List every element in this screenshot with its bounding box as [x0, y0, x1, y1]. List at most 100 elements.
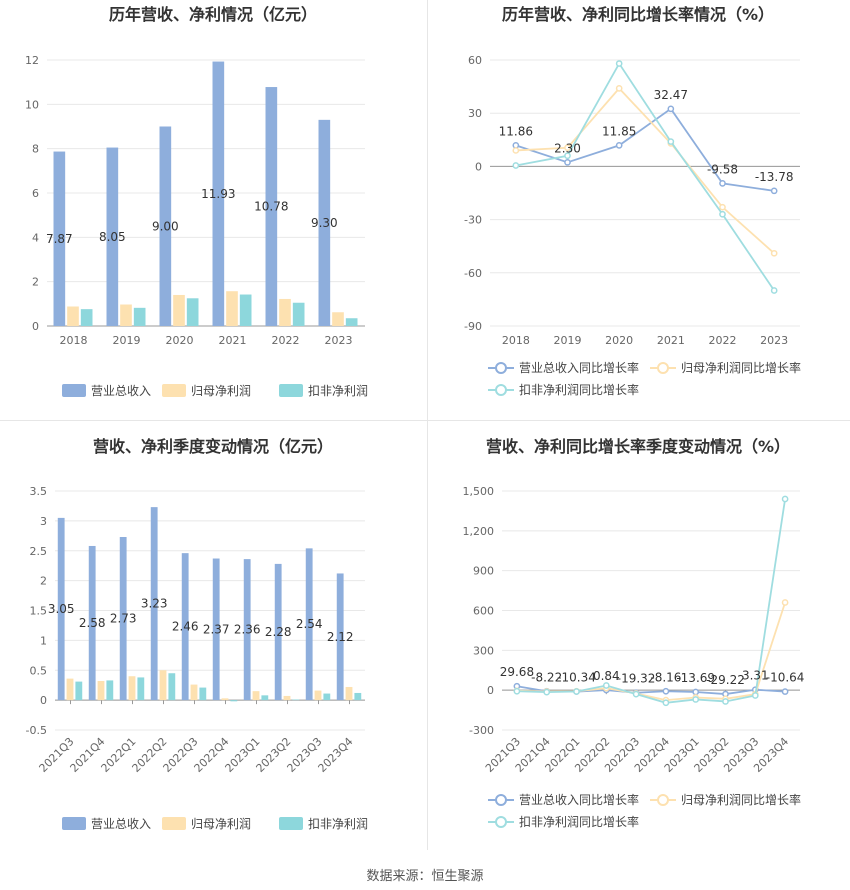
bar-1-2020: [159, 126, 172, 326]
legend-marker: [657, 362, 669, 374]
data-label: 2.30: [554, 141, 581, 155]
y-tick-label: 4: [32, 231, 39, 244]
point-2-2022: [719, 203, 726, 211]
data-label: 9.00: [152, 219, 179, 233]
legend-swatch: [162, 384, 186, 397]
legend-label: 归母净利润: [191, 817, 251, 831]
y-tick-label: 1: [40, 634, 47, 647]
data-label: 11.93: [201, 187, 235, 201]
point-3-2019: [564, 152, 571, 160]
y-tick-label: 12: [25, 54, 39, 67]
data-label: 9.30: [311, 216, 338, 230]
point-3-2021Q3: [513, 687, 521, 695]
point-3-2023Q3: [751, 692, 759, 699]
bar-1-2021Q4: [88, 545, 96, 701]
data-label: -10.34: [557, 671, 596, 685]
legend-label: 归母净利润: [191, 384, 251, 398]
bar-2-2021Q3: [66, 678, 74, 701]
y-tick-label: 1,500: [463, 485, 495, 498]
data-label: -10.64: [766, 671, 805, 685]
data-label: 2.46: [172, 620, 199, 634]
series-line-2: [515, 87, 775, 254]
bar-3-2022Q4: [230, 700, 238, 702]
x-tick-label: 2021: [219, 334, 247, 347]
data-label: -8.16: [650, 670, 681, 684]
bar-3-2021Q3: [75, 681, 83, 701]
data-label: 0.84: [593, 669, 620, 683]
data-label: -19.32: [617, 672, 656, 686]
legend-swatch: [162, 817, 186, 830]
legend-marker: [495, 362, 507, 374]
data-label: 2.58: [79, 616, 106, 630]
point-3-2022: [719, 210, 726, 218]
bar-1-2019: [106, 147, 119, 326]
bar-1-2021Q3: [57, 517, 65, 701]
x-tick-label: 2022: [272, 334, 300, 347]
data-label: -13.69: [676, 671, 715, 685]
chart-2: 历年营收、净利同比增长率情况（%） -90 -60 -30 0 30 60 2018 2019 2…: [464, 5, 801, 397]
chart-1: 历年营收、净利情况（亿元） 0 2 4 6 8 10 12 2018 2019 2020 2021 20…: [25, 5, 368, 398]
y-tick-label: 1,200: [463, 525, 495, 538]
bar-3-2022Q1: [137, 677, 145, 701]
data-label: 32.47: [654, 88, 688, 102]
x-tick-label: 2020: [605, 334, 633, 347]
point-3-2022Q2: [602, 682, 610, 689]
y-tick-label: 3: [40, 515, 47, 528]
bar-3-2023Q2: [292, 699, 300, 701]
legend-label: 扣非净利润同比增长率: [519, 382, 639, 397]
bar-1-2022: [265, 87, 278, 326]
legend-label: 归母净利润同比增长率: [681, 360, 801, 375]
chart-title: 历年营收、净利同比增长率情况（%）: [502, 5, 774, 24]
legend-marker: [495, 794, 507, 806]
legend-swatch: [279, 817, 303, 830]
data-label: -8.22: [531, 670, 562, 684]
bar-1-2022Q2: [150, 507, 158, 701]
data-label: -29.22: [706, 673, 745, 687]
y-tick-label: 2: [40, 575, 47, 588]
point-3-2020: [615, 60, 623, 67]
data-label: 2.73: [110, 612, 137, 626]
y-tick-label: 10: [25, 98, 39, 111]
bar-1-2023Q1: [243, 559, 251, 701]
y-tick-label: 2.5: [30, 545, 48, 558]
data-label: 3.31: [742, 669, 769, 683]
y-tick-label: 8: [32, 143, 39, 156]
series-line-3: [515, 61, 775, 292]
bar-3-2021Q4: [106, 680, 114, 701]
series-line-1: [515, 107, 775, 192]
chart-title: 营收、净利季度变动情况（亿元）: [93, 437, 333, 456]
y-tick-label: -90: [464, 320, 482, 333]
x-tick-label: 2023: [325, 334, 353, 347]
data-source: 数据来源：恒生聚源: [366, 869, 484, 884]
y-tick-label: 0: [32, 320, 39, 333]
y-tick-label: 1.5: [30, 605, 48, 618]
legend-swatch: [279, 384, 303, 397]
x-tick-label: 2020: [166, 334, 194, 347]
bar-2-2018: [67, 306, 79, 326]
data-label: 11.85: [602, 124, 636, 138]
legend-label: 营业总收入: [91, 384, 151, 398]
point-3-2023Q1: [692, 696, 700, 703]
point-1-2023Q4: [781, 688, 789, 695]
x-tick-label: 2019: [113, 334, 141, 347]
legend-label: 营业总收入: [91, 817, 151, 831]
bar-1-2023Q2: [274, 563, 282, 701]
x-tick-label: 2018: [502, 334, 530, 347]
legend-marker: [657, 794, 669, 806]
y-tick-label: 0.5: [30, 664, 48, 677]
legend: 营业总收入 归母净利润 扣非净利润: [62, 384, 368, 398]
bar-2-2023Q4: [345, 686, 353, 701]
y-tick-label: 900: [473, 565, 494, 578]
bar-3-2023: [345, 318, 358, 326]
data-label: 2.37: [203, 622, 230, 636]
point-2-2018: [512, 147, 520, 154]
point-2-2020: [615, 85, 623, 92]
bar-2-2022Q4: [221, 698, 229, 701]
bar-2-2019: [120, 304, 132, 326]
bar-2-2023: [332, 312, 344, 326]
point-3-2023Q4: [781, 495, 789, 503]
bar-3-2023Q3: [323, 693, 331, 701]
bar-3-2023Q4: [354, 692, 362, 701]
